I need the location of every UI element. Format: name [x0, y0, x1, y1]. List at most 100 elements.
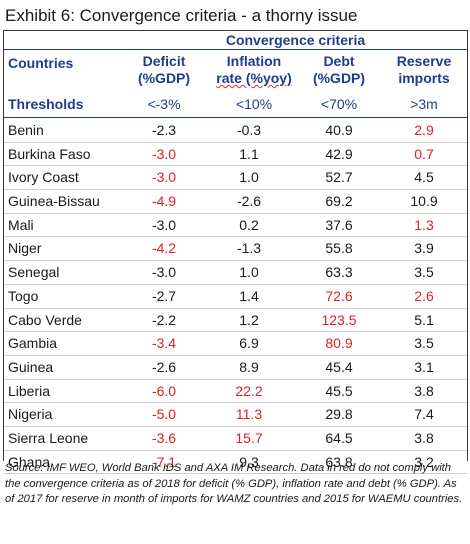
countries-header: Countries [8, 55, 74, 71]
country-rows: Benin -2.3 -0.3 40.9 2.9 Burkina Faso -3.0 1.1 4… [4, 119, 467, 475]
inflation-value: 1.4 [239, 287, 259, 304]
deficit-value: -3.0 [151, 264, 177, 281]
country-name: Niger [8, 240, 42, 257]
deficit-header-line1: Deficit [142, 53, 186, 69]
country-name: Sierra Leone [8, 429, 89, 446]
debt-value: 52.7 [325, 169, 353, 186]
inflation-value: 1.2 [239, 311, 259, 328]
deficit-value: -5.0 [151, 406, 177, 423]
inflation-value: 8.9 [239, 358, 259, 375]
table-row: Mali -3.0 0.2 37.6 1.3 [4, 214, 467, 238]
country-name: Nigeria [8, 406, 53, 423]
table-row: Guinea -2.6 8.9 45.4 3.1 [4, 356, 467, 380]
reserve-header-line2: imports [398, 70, 450, 86]
inflation-value: 1.1 [239, 145, 259, 162]
debt-value: 45.5 [325, 382, 353, 399]
reserve-value: 4.5 [414, 169, 434, 186]
table-row: Sierra Leone -3.6 15.7 64.5 3.8 [4, 427, 467, 451]
country-name: Benin [8, 122, 44, 138]
deficit-value: -2.6 [151, 358, 177, 375]
table-row: Niger -4.2 -1.3 55.8 3.9 [4, 237, 467, 262]
debt-value: 45.4 [325, 358, 353, 375]
debt-header: Debt (%GDP) [299, 53, 379, 87]
deficit-value: -4.9 [151, 193, 177, 210]
debt-value: 37.6 [325, 216, 353, 233]
debt-value: 63.3 [325, 264, 353, 281]
table-row: Togo -2.7 1.4 72.6 2.6 [4, 285, 467, 309]
deficit-value: -3.4 [151, 335, 177, 352]
table-row: Burkina Faso -3.0 1.1 42.9 0.7 [4, 143, 467, 167]
country-name: Gambia [8, 335, 58, 352]
debt-value: 40.9 [325, 122, 353, 138]
deficit-value: -3.0 [151, 145, 177, 162]
reserve-value: 1.3 [414, 216, 434, 233]
reserve-value: 10.9 [410, 193, 438, 210]
inflation-header-line2: rate (%yoy) [216, 70, 292, 86]
inflation-value: 6.9 [239, 335, 259, 352]
reserve-value: 5.1 [414, 311, 434, 328]
reserve-value: 3.1 [414, 358, 434, 375]
inflation-value: -1.3 [236, 240, 262, 257]
source-note: Source: IMF WEO, World Bank IDS and AXA … [5, 462, 463, 505]
table-row: Cabo Verde -2.2 1.2 123.5 5.1 [4, 309, 467, 333]
deficit-value: -4.2 [151, 240, 177, 257]
header-band: Convergence criteria [4, 31, 467, 50]
country-name: Liberia [8, 382, 51, 399]
debt-value: 69.2 [325, 193, 353, 210]
table-row: Benin -2.3 -0.3 40.9 2.9 [4, 119, 467, 143]
inflation-value: 11.3 [235, 406, 263, 423]
debt-value: 55.8 [325, 240, 353, 257]
table-row: Ivory Coast -3.0 1.0 52.7 4.5 [4, 166, 467, 191]
debt-value: 72.6 [325, 287, 353, 304]
country-name: Ivory Coast [8, 169, 79, 186]
deficit-value: -3.0 [151, 216, 177, 233]
inflation-value: -0.3 [236, 122, 262, 138]
debt-threshold: <70% [320, 96, 358, 112]
inflation-header-line1: Inflation [226, 53, 282, 69]
reserve-value: 3.8 [414, 382, 434, 399]
inflation-threshold: <10% [235, 96, 273, 112]
reserve-value: 3.8 [414, 429, 434, 446]
inflation-header: Inflation rate (%yoy) [209, 53, 299, 87]
thresholds-row: Thresholds <-3% <10% <70% >3m [4, 93, 467, 118]
country-name: Guinea-Bissau [8, 193, 100, 210]
debt-value: 42.9 [325, 145, 353, 162]
deficit-value: -2.3 [151, 122, 177, 138]
inflation-value: 1.0 [239, 264, 259, 281]
reserve-value: 2.6 [414, 287, 434, 304]
exhibit-title: Exhibit 6: Convergence criteria - a thor… [5, 6, 358, 25]
deficit-value: -6.0 [151, 382, 177, 399]
debt-value: 80.9 [325, 335, 353, 352]
country-name: Cabo Verde [8, 311, 82, 328]
country-name: Guinea [8, 358, 54, 375]
inflation-value: 15.7 [235, 429, 263, 446]
table-row: Gambia -3.4 6.9 80.9 3.5 [4, 332, 467, 356]
table-row: Liberia -6.0 22.2 45.5 3.8 [4, 380, 467, 404]
table-row: Guinea-Bissau -4.9 -2.6 69.2 10.9 [4, 190, 467, 214]
deficit-value: -3.0 [151, 169, 177, 186]
debt-header-line1: Debt [323, 53, 355, 69]
reserve-value: 0.7 [414, 145, 434, 162]
deficit-value: -2.7 [151, 287, 177, 304]
deficit-value: -3.6 [151, 429, 177, 446]
reserve-value: 3.9 [414, 240, 434, 257]
table-row: Nigeria -5.0 11.3 29.8 7.4 [4, 403, 467, 427]
reserve-value: 7.4 [414, 406, 434, 423]
thresholds-label: Thresholds [8, 96, 84, 112]
country-name: Senegal [8, 264, 60, 281]
inflation-value: 9.3 [239, 453, 259, 470]
deficit-header-line2: (%GDP) [137, 70, 191, 86]
deficit-header: Deficit (%GDP) [124, 53, 204, 87]
inflation-value: -2.6 [236, 193, 262, 210]
reserve-value: 3.2 [414, 453, 434, 470]
reserve-header: Reserve imports [384, 53, 464, 87]
debt-value: 123.5 [321, 311, 357, 328]
table-row: Ghana -7.1 9.3 63.8 3.2 [4, 451, 467, 475]
country-name: Burkina Faso [8, 145, 91, 162]
convergence-criteria-header: Convergence criteria [225, 32, 366, 48]
reserve-value: 3.5 [414, 335, 434, 352]
convergence-table: Convergence criteria Countries Deficit (… [3, 30, 468, 475]
inflation-value: 0.2 [239, 216, 259, 233]
debt-value: 63.8 [325, 453, 353, 470]
reserve-value: 3.5 [414, 264, 434, 281]
